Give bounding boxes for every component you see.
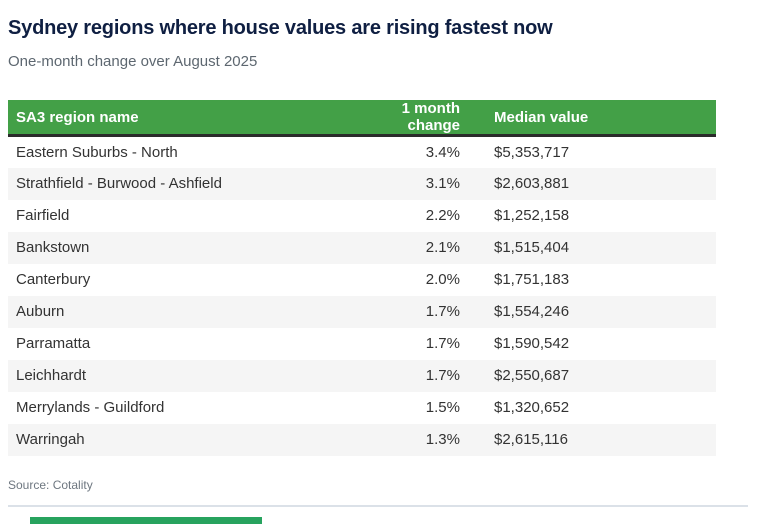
column-header-median: Median value — [460, 100, 716, 136]
data-table: SA3 region name 1 month change Median va… — [8, 100, 716, 456]
median-cell: $5,353,717 — [494, 143, 570, 161]
source-note: Source: Cotality — [8, 478, 93, 492]
partial-green-strip — [30, 517, 262, 524]
table-row: Warringah 1.3% $2,615,116 — [8, 423, 716, 456]
table-row: Eastern Suburbs - North 3.4% $5,353,717 — [8, 136, 716, 168]
region-cell: Canterbury — [16, 271, 91, 288]
bottom-divider — [8, 505, 748, 507]
change-cell: 1.3% — [425, 431, 460, 448]
median-cell: $1,590,542 — [494, 335, 570, 352]
change-cell: 2.0% — [425, 271, 460, 288]
table-row: Fairfield 2.2% $1,252,158 — [8, 200, 716, 232]
change-cell: 3.4% — [425, 143, 460, 161]
median-cell: $1,751,183 — [494, 271, 570, 288]
region-cell: Fairfield — [16, 207, 70, 224]
median-cell: $1,320,652 — [494, 399, 570, 416]
change-cell: 2.1% — [425, 239, 460, 256]
data-table-container: SA3 region name 1 month change Median va… — [8, 100, 716, 456]
table-row: Strathfield - Burwood - Ashfield 3.1% $2… — [8, 167, 716, 200]
table-row: Leichhardt 1.7% $2,550,687 — [8, 359, 716, 392]
region-cell: Merrylands - Guildford — [16, 399, 165, 416]
change-cell: 1.7% — [425, 335, 460, 352]
change-cell: 1.7% — [425, 367, 460, 384]
median-cell: $1,515,404 — [494, 239, 570, 256]
region-cell: Auburn — [16, 303, 65, 320]
median-cell: $2,603,881 — [494, 175, 570, 192]
table-header-row: SA3 region name 1 month change Median va… — [8, 100, 716, 136]
change-cell: 2.2% — [425, 207, 460, 224]
region-cell: Eastern Suburbs - North — [16, 143, 178, 161]
column-header-change: 1 month change — [348, 100, 460, 136]
table-row: Canterbury 2.0% $1,751,183 — [8, 264, 716, 296]
change-cell: 3.1% — [425, 175, 460, 192]
table-row: Bankstown 2.1% $1,515,404 — [8, 231, 716, 264]
region-cell: Strathfield - Burwood - Ashfield — [16, 175, 222, 192]
table-row: Merrylands - Guildford 1.5% $1,320,652 — [8, 392, 716, 424]
column-header-region: SA3 region name — [8, 100, 348, 136]
median-cell: $1,554,246 — [494, 303, 570, 320]
region-cell: Leichhardt — [16, 367, 87, 384]
chart-subtitle: One-month change over August 2025 — [8, 53, 258, 70]
table-body: Eastern Suburbs - North 3.4% $5,353,717 … — [8, 136, 716, 456]
region-cell: Parramatta — [16, 335, 91, 352]
region-cell: Warringah — [16, 431, 85, 448]
median-cell: $1,252,158 — [494, 207, 570, 224]
table-row: Auburn 1.7% $1,554,246 — [8, 295, 716, 328]
change-cell: 1.7% — [425, 303, 460, 320]
median-cell: $2,615,116 — [494, 431, 568, 448]
median-cell: $2,550,687 — [494, 367, 570, 384]
table-row: Parramatta 1.7% $1,590,542 — [8, 328, 716, 360]
change-cell: 1.5% — [425, 399, 460, 416]
chart-title: Sydney regions where house values are ri… — [8, 17, 553, 39]
region-cell: Bankstown — [16, 239, 90, 256]
table-header: SA3 region name 1 month change Median va… — [8, 100, 716, 136]
